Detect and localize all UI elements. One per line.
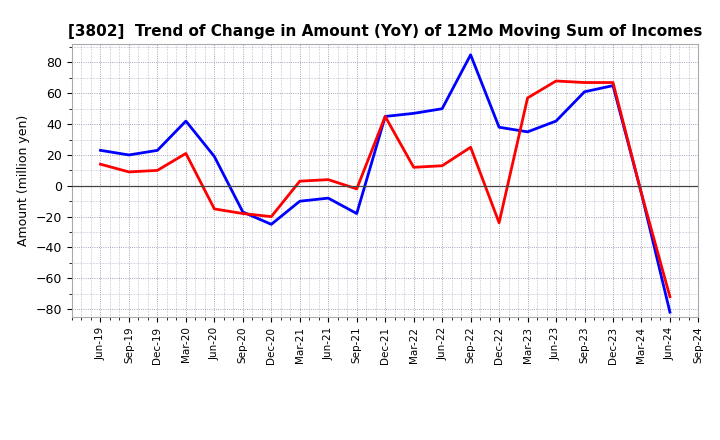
Net Income bbox=[210, 206, 219, 212]
Net Income bbox=[238, 211, 247, 216]
Net Income bbox=[181, 151, 190, 156]
Net Income bbox=[267, 214, 276, 219]
Net Income bbox=[608, 80, 617, 85]
Ordinary Income bbox=[295, 198, 304, 204]
Ordinary Income bbox=[580, 89, 589, 95]
Ordinary Income bbox=[438, 106, 446, 111]
Ordinary Income bbox=[153, 148, 162, 153]
Ordinary Income bbox=[381, 114, 390, 119]
Net Income bbox=[295, 179, 304, 184]
Ordinary Income bbox=[352, 211, 361, 216]
Net Income bbox=[495, 220, 503, 225]
Legend: Ordinary Income, Net Income: Ordinary Income, Net Income bbox=[222, 438, 548, 440]
Ordinary Income bbox=[665, 309, 674, 315]
Net Income bbox=[665, 294, 674, 299]
Net Income bbox=[438, 163, 446, 169]
Ordinary Income bbox=[125, 152, 133, 158]
Net Income bbox=[580, 80, 589, 85]
Ordinary Income bbox=[495, 125, 503, 130]
Y-axis label: Amount (million yen): Amount (million yen) bbox=[17, 115, 30, 246]
Net Income bbox=[324, 177, 333, 182]
Ordinary Income bbox=[96, 148, 105, 153]
Net Income bbox=[467, 145, 475, 150]
Ordinary Income bbox=[210, 154, 219, 159]
Line: Net Income: Net Income bbox=[101, 81, 670, 297]
Ordinary Income bbox=[267, 222, 276, 227]
Ordinary Income bbox=[467, 52, 475, 58]
Line: Ordinary Income: Ordinary Income bbox=[101, 55, 670, 312]
Net Income bbox=[410, 165, 418, 170]
Net Income bbox=[381, 114, 390, 119]
Ordinary Income bbox=[410, 111, 418, 116]
Net Income bbox=[352, 186, 361, 191]
Net Income bbox=[96, 161, 105, 167]
Ordinary Income bbox=[552, 118, 560, 124]
Net Income bbox=[125, 169, 133, 175]
Net Income bbox=[523, 95, 532, 101]
Ordinary Income bbox=[608, 83, 617, 88]
Ordinary Income bbox=[523, 129, 532, 135]
Title: [3802]  Trend of Change in Amount (YoY) of 12Mo Moving Sum of Incomes: [3802] Trend of Change in Amount (YoY) o… bbox=[68, 24, 703, 39]
Ordinary Income bbox=[637, 191, 646, 196]
Ordinary Income bbox=[181, 118, 190, 124]
Net Income bbox=[153, 168, 162, 173]
Net Income bbox=[552, 78, 560, 84]
Ordinary Income bbox=[324, 195, 333, 201]
Net Income bbox=[637, 191, 646, 196]
Ordinary Income bbox=[238, 209, 247, 215]
